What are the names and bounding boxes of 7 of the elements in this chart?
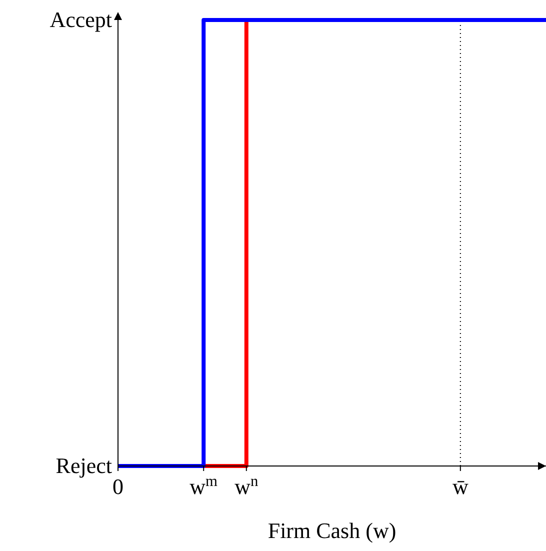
x-tick-label: w̄ <box>452 474 468 499</box>
x-tick-label: w$^{m}$ <box>190 472 218 499</box>
text: Accept <box>50 7 112 32</box>
text: Reject <box>56 453 112 478</box>
x-axis-title: Firm Cash (w) <box>268 518 396 543</box>
x-tick-label: w$^{n}$ <box>234 472 258 499</box>
x-tick-label: 0 <box>112 474 124 499</box>
